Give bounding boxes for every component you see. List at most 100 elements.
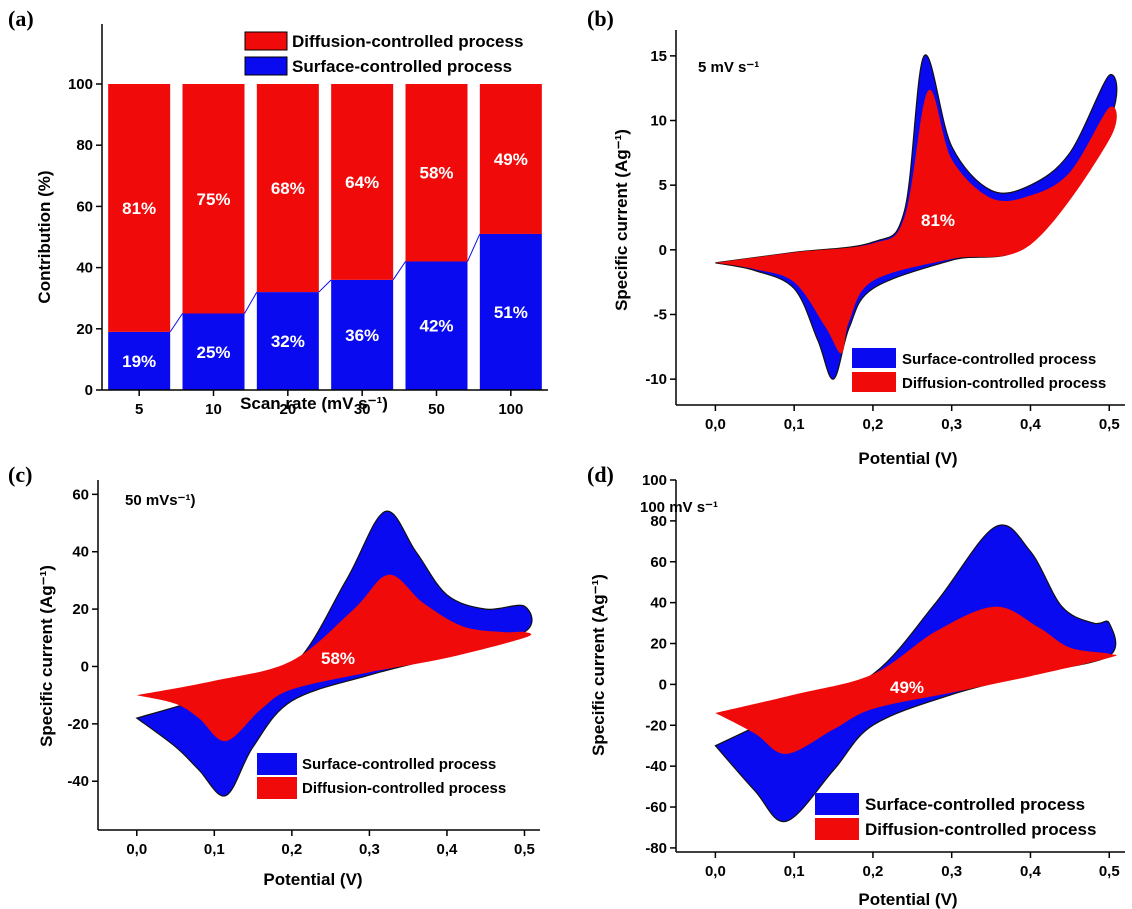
y-tick-label: 20 [72,601,89,618]
bar-diffusion [182,84,245,314]
bar-label-diffusion: 64% [345,173,379,192]
y-tick-label: 100 [68,76,93,93]
x-tick-label: 0,3 [359,841,380,858]
y-tick-label: -40 [67,773,89,790]
legend-swatch-surface [257,753,297,775]
scan-rate-annotation-b: 5 mV s⁻¹ [698,59,759,76]
y-tick-label: 20 [76,321,93,338]
bar-label-diffusion: 58% [419,164,453,183]
legend-label-surface: Surface-controlled process [902,351,1096,368]
x-tick-label: 0,2 [863,416,884,433]
y-tick-label: 5 [659,177,667,194]
bar-surface [331,279,394,390]
legend-label-diffusion: Diffusion-controlled process [865,820,1096,839]
x-tick-label: 30 [354,401,371,418]
scan-rate-annotation-c: 50 mVs⁻¹) [125,492,195,509]
x-tick-label: 0,2 [281,841,302,858]
y-tick-label: -5 [654,306,667,323]
center-label-d: 49% [890,678,924,697]
bar-surface [108,331,171,390]
bar-connector [169,313,183,333]
legend-swatch-diffusion [815,818,859,840]
legend-swatch-diffusion [257,777,297,799]
y-tick-label: 0 [85,382,93,399]
bar-label-surface: 25% [196,343,230,362]
legend-label-surface: Surface-controlled process [302,756,496,773]
x-tick-label: 0,0 [126,841,147,858]
panel-b-cv-5mv: (b) 0,0 0,1 0,2 0,3 0,4 0,5 -10 -5 0 5 10 15 5 mV s… [587,6,1125,468]
bar-surface [256,292,319,390]
y-tick-label: 40 [650,595,667,612]
y-tick-label: 0 [81,658,89,675]
y-axis-title-d: Specific current (Ag⁻¹) [589,574,608,756]
panel-label-d: (d) [587,462,614,487]
legend-a: Diffusion-controlled process Surface-con… [244,31,523,76]
center-label-c: 58% [321,649,355,668]
bar-label-surface: 51% [494,303,528,322]
y-tick-label: 80 [76,137,93,154]
bar-label-surface: 36% [345,326,379,345]
y-tick-label: 60 [76,198,93,215]
x-tick-label: 0,4 [1020,863,1042,880]
x-tick-label: 0,0 [705,416,726,433]
y-tick-label: -80 [645,840,667,857]
bar-diffusion [405,84,468,262]
x-tick-label: 0,5 [1099,863,1120,880]
x-tick-label: 0,1 [784,863,805,880]
x-tick-label: 20 [279,401,296,418]
y-tick-label: -60 [645,799,667,816]
y-tick-label: 40 [76,260,93,277]
panel-label-b: (b) [587,6,614,31]
x-axis-title-a: Scan rate (mV s⁻¹) [240,394,388,413]
y-tick-label: 80 [650,513,667,530]
y-tick-label: -20 [67,716,89,733]
legend-label-surface: Surface-controlled process [865,795,1085,814]
y-axis-title-c: Specific current (Ag⁻¹) [37,565,56,747]
y-tick-label: 0 [659,676,667,693]
x-axis-title-d: Potential (V) [858,890,957,909]
y-tick-label: -10 [645,371,667,388]
legend-swatch-diffusion [852,372,896,392]
legend-label-diffusion: Diffusion-controlled process [292,32,523,51]
legend-swatch-surface [815,793,859,815]
bar-surface [182,313,245,390]
panel-c-cv-50mv: (c) 0,0 0,1 0,2 0,3 0,4 0,5 -40 -20 0 20 40 60 50 m… [8,462,540,889]
panel-d-cv-100mv: (d) 0,0 0,1 0,2 0,3 0,4 0,5 -80 -60 -40 -20 0 20 40 6… [587,462,1125,909]
legend-swatch-diffusion [244,31,288,51]
x-axis-title-c: Potential (V) [263,870,362,889]
bar-connector [318,279,332,293]
legend-label-surface: Surface-controlled process [292,57,512,76]
x-tick-label: 0,1 [784,416,805,433]
y-tick-label: 60 [650,554,667,571]
center-label-b: 81% [921,211,955,230]
bar-connector [467,233,481,262]
bar-label-diffusion: 81% [122,199,156,218]
cv-loop-diffusion [715,606,1117,754]
panel-label-c: (c) [8,462,32,487]
y-axis-title-a: Contribution (%) [35,170,54,303]
legend-swatch-surface [852,348,896,368]
bar-label-diffusion: 49% [494,150,528,169]
bar-connector [392,261,406,281]
bar-label-diffusion: 68% [271,179,305,198]
x-tick-label: 0,3 [941,863,962,880]
scan-rate-annotation-d: 100 mV s⁻¹ [640,499,718,516]
x-tick-label: 0,4 [1020,416,1042,433]
bar-connector [244,291,258,314]
bar-surface [405,261,468,390]
x-tick-label: 50 [428,401,445,418]
panel-a-contribution-bars: (a) 19% 81% 25% 75% 32% 68% 36% 64% 42% 58% 51% 49%… [8,6,548,418]
y-tick-label: -20 [645,717,667,734]
bar-diffusion [331,84,394,280]
x-tick-label: 0,1 [204,841,225,858]
y-tick-label: 40 [72,544,89,561]
bar-diffusion [479,84,542,234]
x-tick-label: 0,3 [941,416,962,433]
legend-d: Surface-controlled process Diffusion-con… [815,793,1096,840]
legend-label-diffusion: Diffusion-controlled process [302,780,506,797]
x-tick-label: 10 [205,401,222,418]
legend-c: Surface-controlled process Diffusion-con… [257,753,506,799]
bar-label-surface: 32% [271,332,305,351]
y-tick-label: -40 [645,758,667,775]
